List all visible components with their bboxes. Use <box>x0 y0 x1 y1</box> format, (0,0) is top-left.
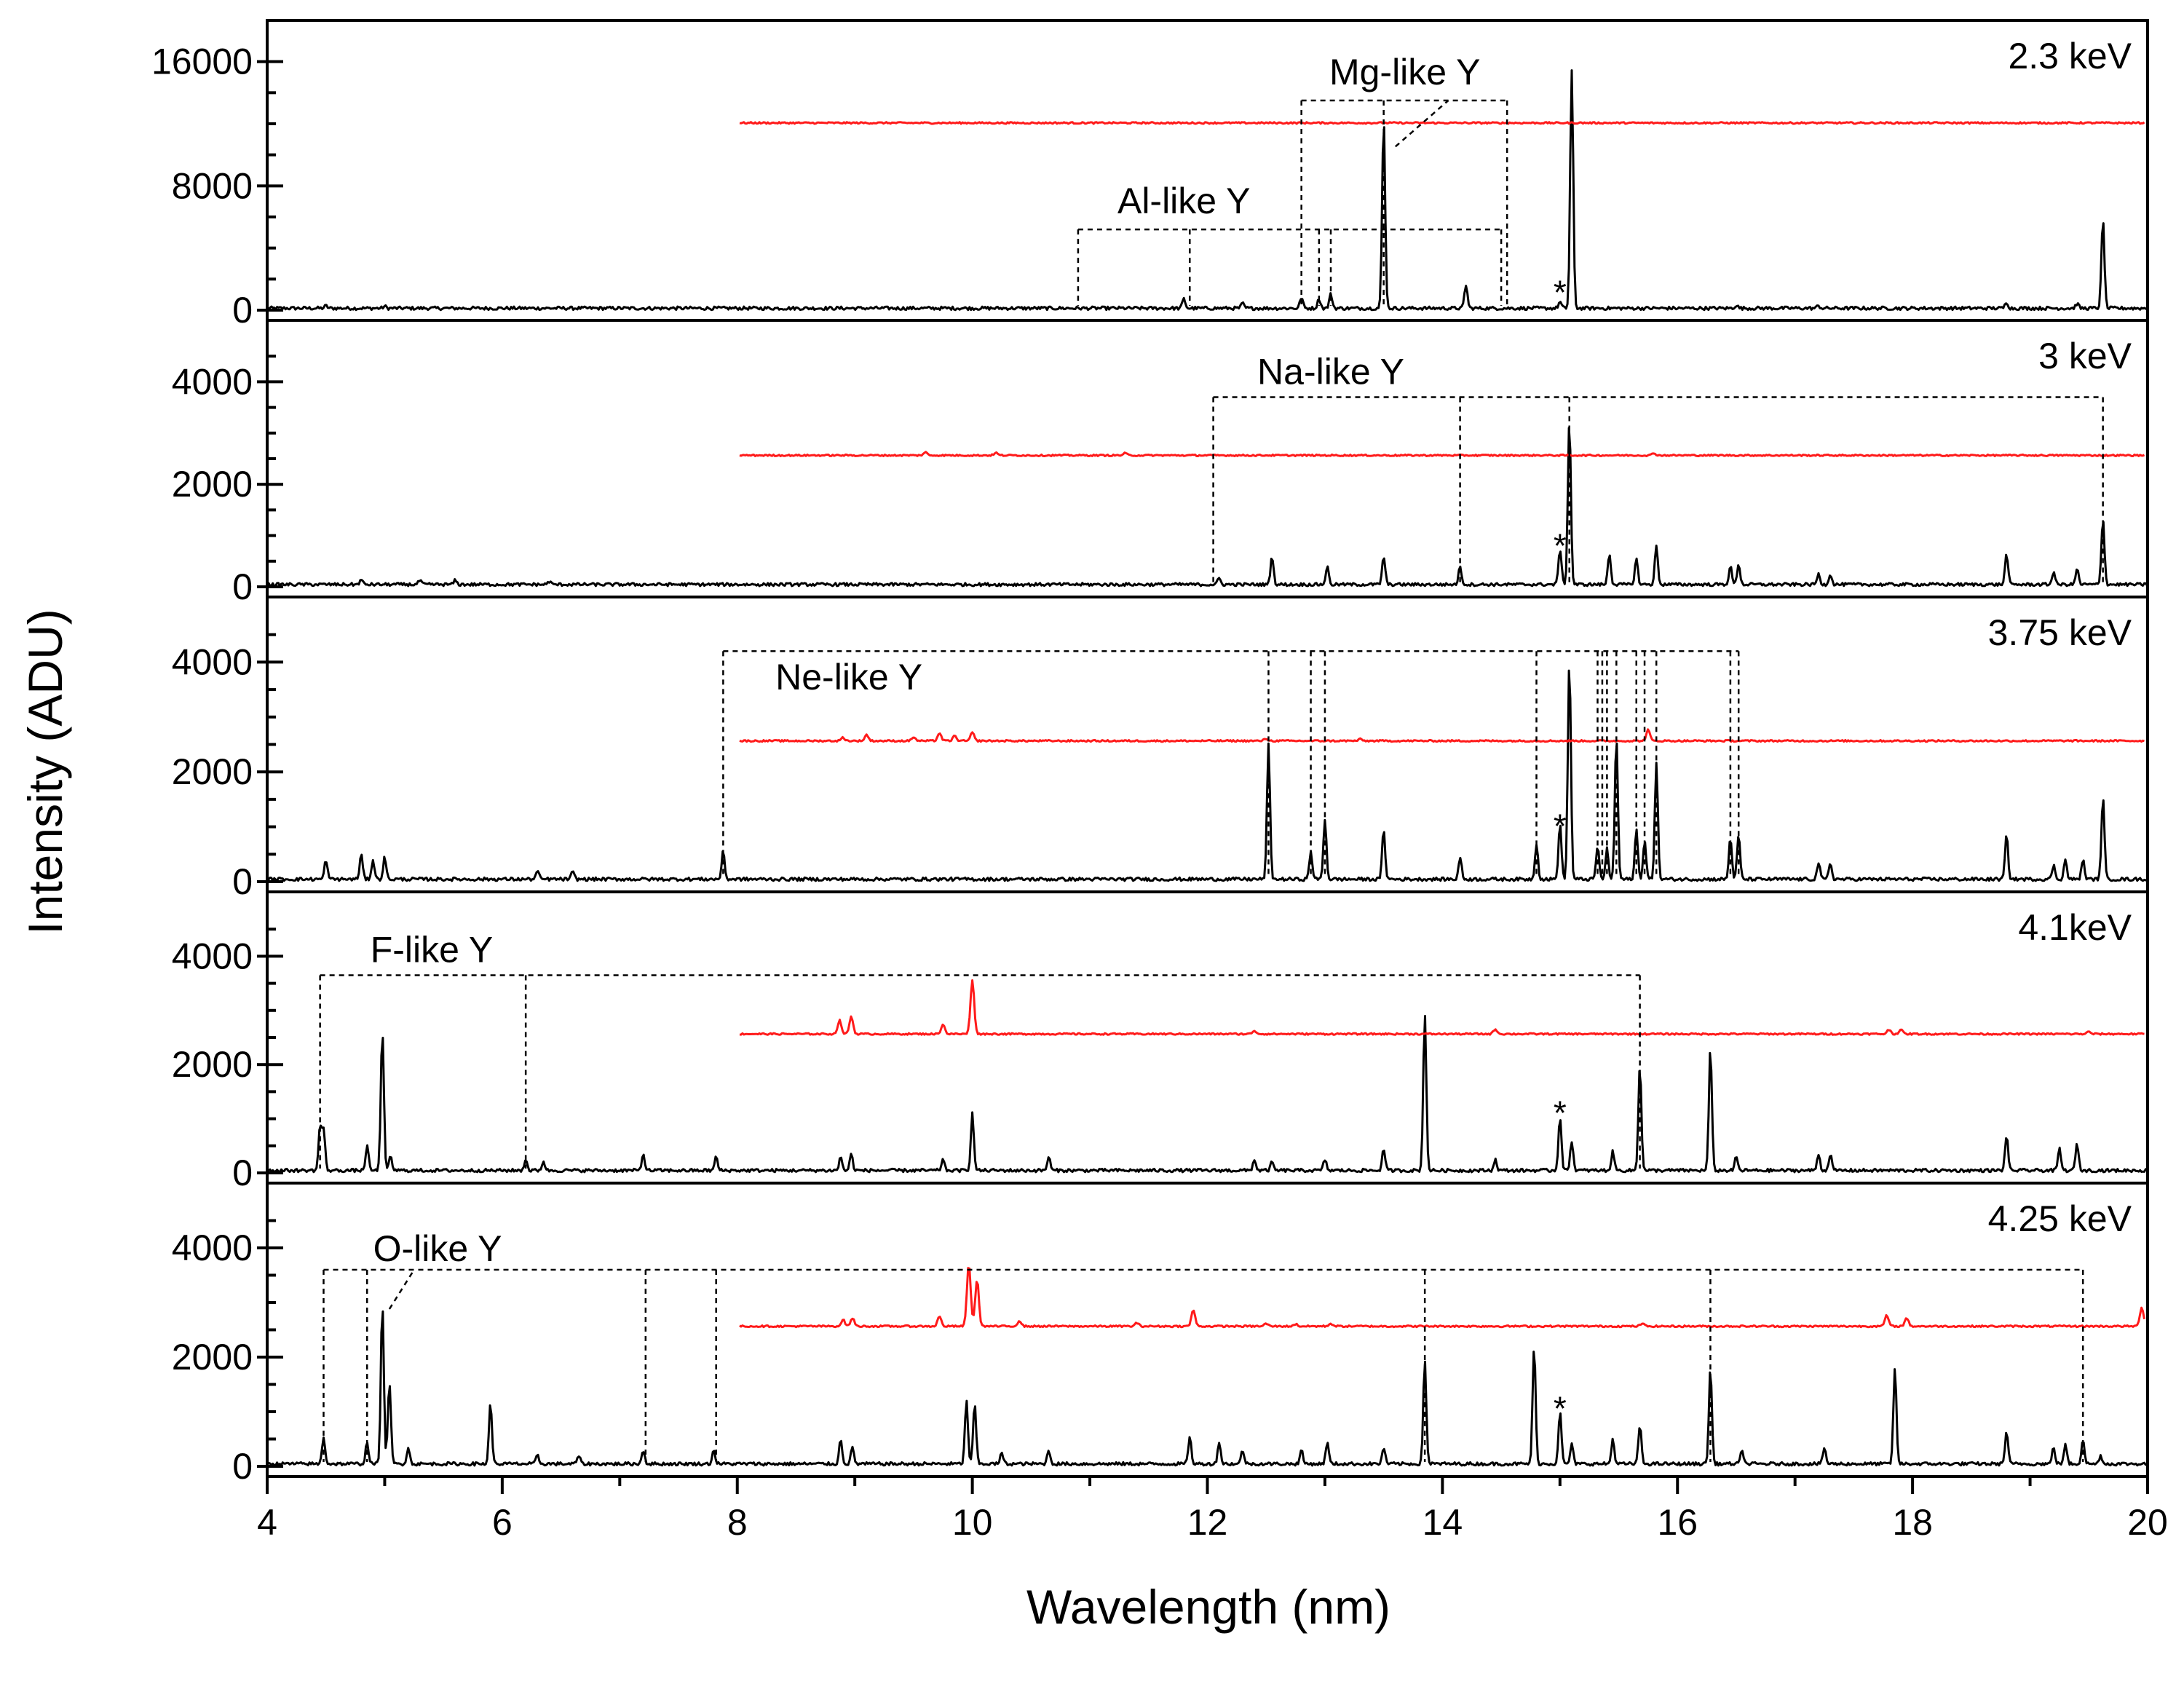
y-axis-label: Intensity (ADU) <box>18 609 72 934</box>
y-tick-label: 2000 <box>172 751 253 792</box>
ion-group-label: Al-like Y <box>1117 181 1250 221</box>
panel-5: O-like Y * 4.25 keV <box>266 1182 2148 1467</box>
x-tick-label: 12 <box>1187 1502 1228 1543</box>
x-tick-label: 14 <box>1423 1502 1463 1543</box>
plot-frame <box>266 19 2149 1478</box>
y-tick-label: 0 <box>232 290 253 331</box>
x-axis-label: Wavelength (nm) <box>1026 1580 1390 1634</box>
reference-spectrum-line <box>739 121 2145 125</box>
reference-spectrum-line <box>739 1267 2145 1329</box>
reference-spectrum-line <box>739 979 2145 1036</box>
y-tick-label: 2000 <box>172 464 253 505</box>
panels-group: Mg-like Y Al-like Y * 2.3 keV Na-like Y * 3 ke… <box>266 36 2148 1467</box>
asterisk-marker: * <box>1554 1389 1567 1427</box>
energy-label: 4.25 keV <box>1988 1198 2132 1239</box>
y-tick-label: 0 <box>232 1153 253 1193</box>
y-tick-label: 2000 <box>172 1044 253 1085</box>
ion-callout-leader <box>388 1269 415 1310</box>
panel-2: Na-like Y * 3 keV <box>266 319 2148 588</box>
ion-group-label: F-like Y <box>371 929 494 970</box>
ticks-group: 0 8000 16000 0 2000 4000 0 2000 4000 0 2000 4000 0 20… <box>151 41 2168 1543</box>
x-tick-label: 16 <box>1657 1502 1698 1543</box>
measured-spectrum-line <box>266 1015 2148 1174</box>
y-tick-label: 4000 <box>172 641 253 682</box>
x-tick-label: 18 <box>1892 1502 1933 1543</box>
ion-group-label: Na-like Y <box>1257 352 1404 392</box>
x-tick-label: 20 <box>2127 1502 2168 1543</box>
asterisk-marker: * <box>1554 274 1567 312</box>
y-tick-label: 16000 <box>151 41 253 82</box>
x-tick-label: 4 <box>257 1502 277 1543</box>
x-tick-label: 10 <box>952 1502 993 1543</box>
ion-group-label: Ne-like Y <box>775 657 922 697</box>
asterisk-marker: * <box>1554 1094 1567 1131</box>
asterisk-marker: * <box>1554 527 1567 565</box>
reference-spectrum-line <box>739 728 2145 743</box>
energy-label: 2.3 keV <box>2008 36 2132 76</box>
measured-spectrum-line <box>266 69 2148 312</box>
measured-spectrum-line <box>266 669 2148 882</box>
y-tick-label: 4000 <box>172 361 253 402</box>
y-tick-label: 4000 <box>172 1228 253 1268</box>
y-tick-label: 0 <box>232 861 253 902</box>
y-tick-label: 0 <box>232 1446 253 1487</box>
ion-callout-leader <box>1394 100 1449 148</box>
y-tick-label: 2000 <box>172 1337 253 1377</box>
x-tick-label: 8 <box>727 1502 748 1543</box>
measured-spectrum-line <box>266 427 2148 588</box>
y-tick-label: 4000 <box>172 936 253 976</box>
reference-spectrum-line <box>739 451 2145 457</box>
energy-label: 4.1keV <box>2018 907 2132 948</box>
ion-group-label: Mg-like Y <box>1329 52 1480 92</box>
ion-group-label: O-like Y <box>373 1228 502 1269</box>
panel-3: Ne-like Y * 3.75 keV <box>266 596 2148 882</box>
energy-label: 3 keV <box>2038 336 2132 376</box>
panel-1: Mg-like Y Al-like Y * 2.3 keV <box>266 36 2148 312</box>
y-tick-label: 8000 <box>172 165 253 206</box>
asterisk-marker: * <box>1554 807 1567 845</box>
measured-spectrum-line <box>266 1310 2148 1467</box>
y-tick-label: 0 <box>232 566 253 607</box>
x-tick-label: 6 <box>492 1502 513 1543</box>
energy-label: 3.75 keV <box>1988 612 2132 653</box>
panel-4: F-like Y * 4.1keV <box>266 890 2148 1174</box>
